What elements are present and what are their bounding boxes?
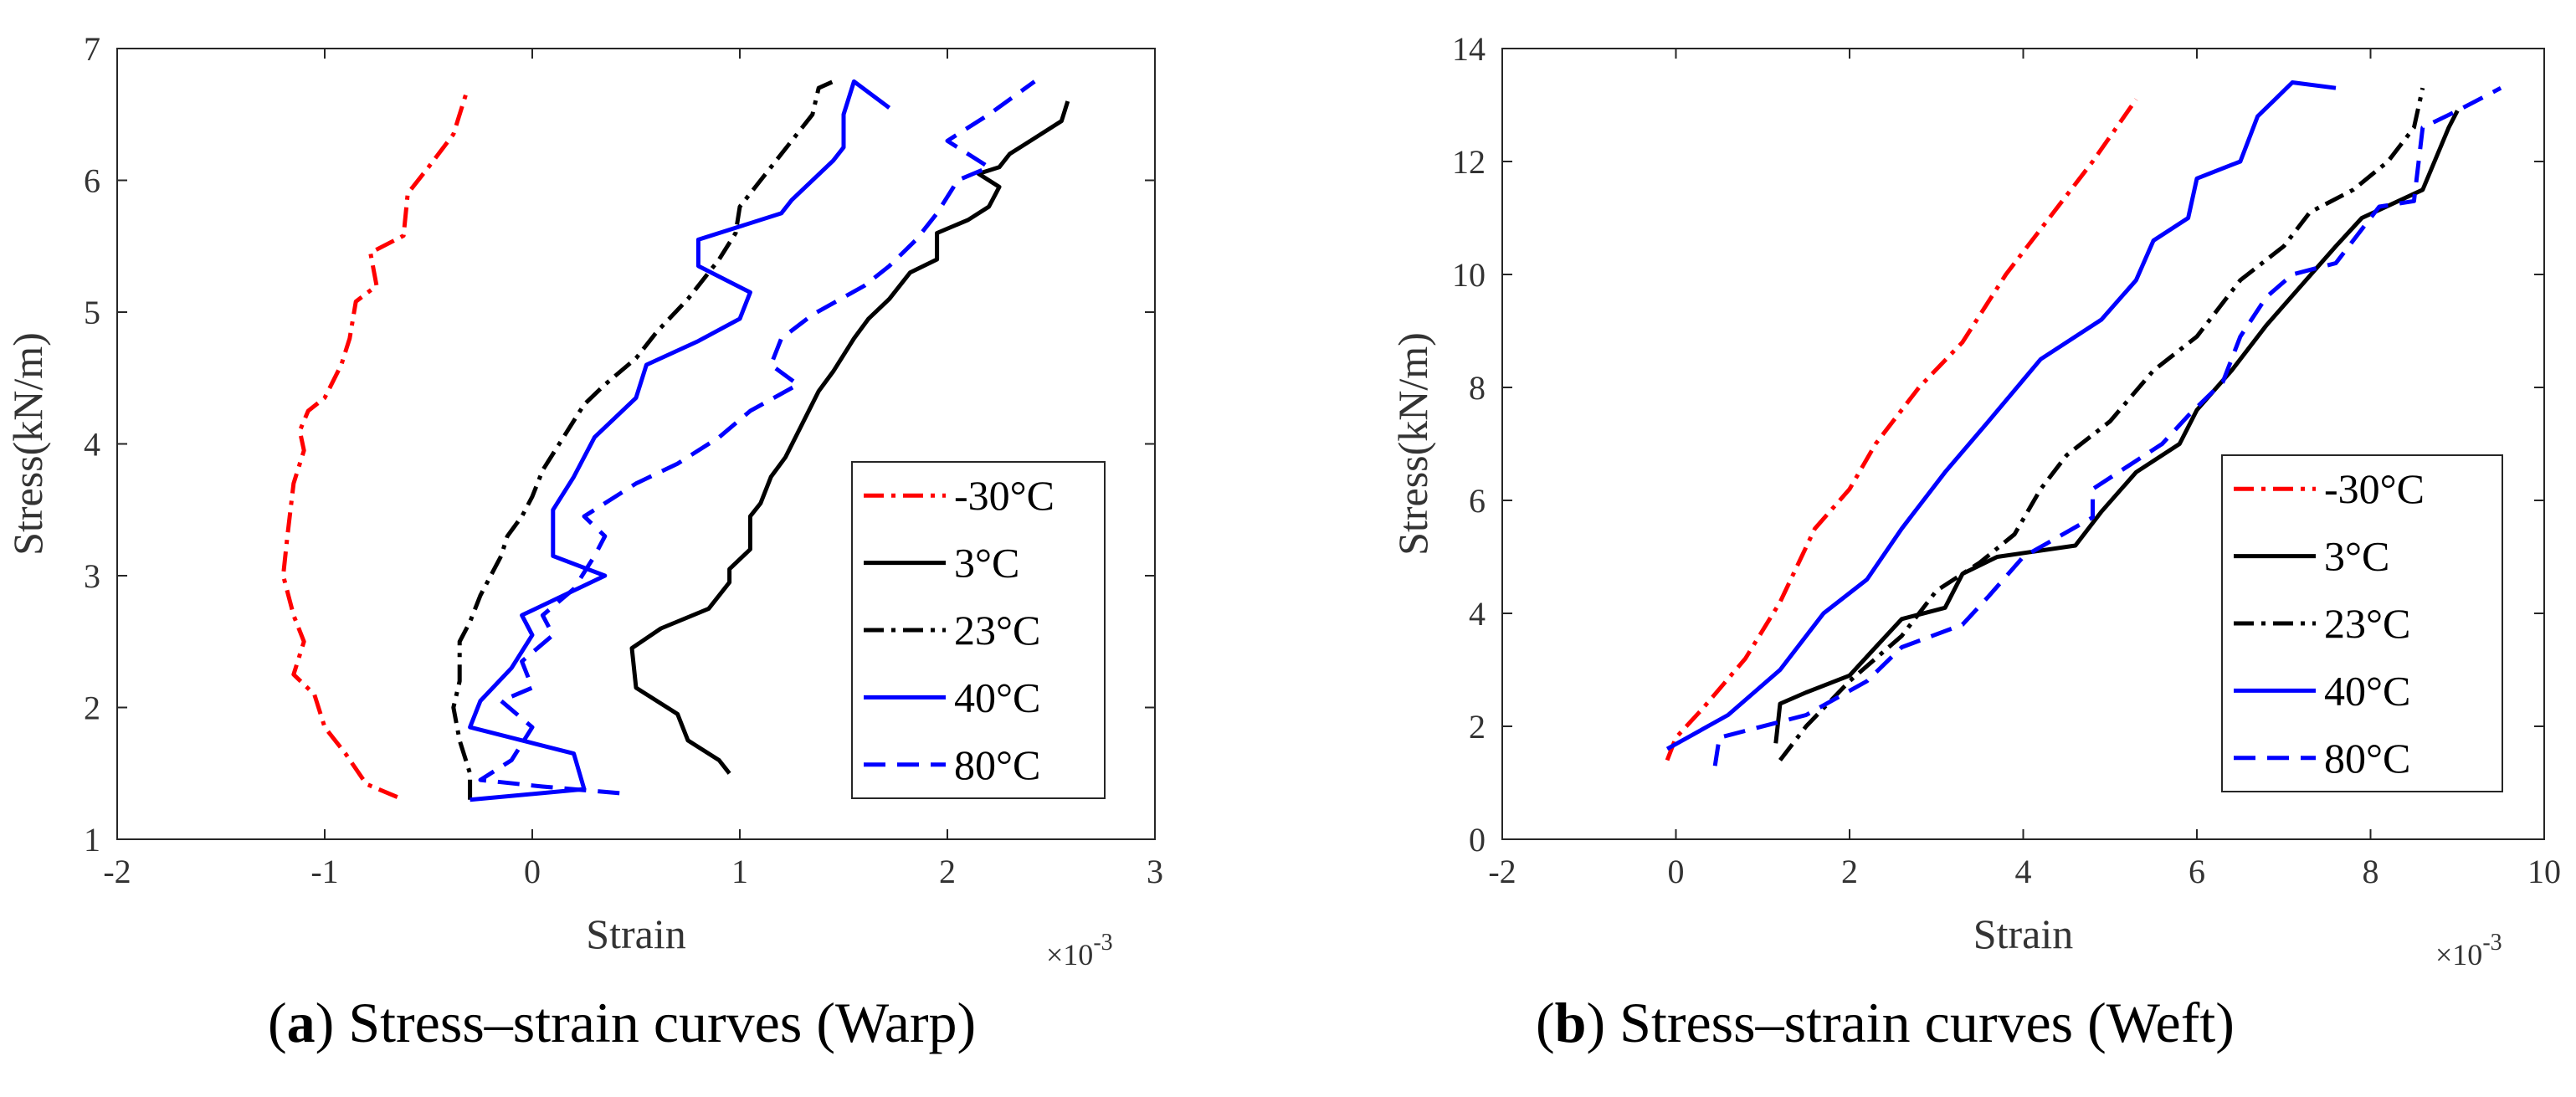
legend-label: 3°C: [954, 540, 1019, 587]
caption-letter: a: [287, 991, 316, 1054]
series-line: [1773, 110, 2460, 744]
y-tick-label: 3: [84, 557, 100, 595]
y-axis-title: Stress(kN/m): [4, 332, 51, 556]
panel-caption: (b) Stress–strain curves (Weft): [1536, 991, 2235, 1054]
x-exponent-power: -3: [1093, 930, 1112, 956]
caption-paren-open: (: [1536, 991, 1555, 1054]
y-tick-label: 2: [1469, 708, 1486, 746]
x-tick-label: 4: [2015, 853, 2032, 890]
legend-box: [2221, 454, 2503, 792]
caption-paren-open: (: [268, 991, 287, 1054]
legend-label: 80°C: [954, 741, 1040, 788]
y-tick-label: 6: [84, 162, 100, 200]
caption-text: Stress–strain curves (Warp): [348, 991, 976, 1054]
x-tick-label: 1: [731, 853, 748, 890]
x-exponent-power: -3: [2482, 930, 2502, 956]
y-tick-label: 6: [1469, 482, 1486, 520]
series-line: [451, 79, 834, 800]
y-tick-label: 4: [84, 426, 100, 464]
y-tick-label: 7: [84, 30, 100, 68]
x-tick-label: 0: [1668, 853, 1685, 890]
series-line: [468, 79, 891, 802]
y-tick-label: 10: [1452, 256, 1486, 294]
x-tick-label: -2: [103, 853, 131, 890]
x-exponent-label: ×10-3: [2435, 930, 2502, 971]
x-tick-label: 8: [2363, 853, 2379, 890]
legend-label: 23°C: [954, 607, 1040, 654]
legend-label: -30°C: [954, 472, 1055, 519]
x-axis-title: Strain: [1973, 910, 2073, 957]
panel-a: -2 -1 0 1 2 31234567StrainStress(kN/m)×10-3-3…: [4, 30, 1163, 1054]
y-tick-label: 8: [1469, 369, 1486, 407]
legend-label: 80°C: [2324, 735, 2410, 782]
x-tick-label: -1: [310, 853, 338, 890]
caption-text: Stress–strain curves (Weft): [1619, 991, 2235, 1054]
panel-caption: (a) Stress–strain curves (Warp): [268, 991, 976, 1054]
series-line: [1665, 80, 2337, 751]
series-line: [1778, 87, 2425, 762]
series-line: [280, 94, 468, 799]
legend-label: -30°C: [2324, 465, 2425, 512]
caption-paren-close: ): [1586, 991, 1619, 1054]
series-line: [1712, 85, 2502, 766]
y-tick-label: 0: [1469, 821, 1486, 859]
x-tick-label: 6: [2189, 853, 2205, 890]
caption-letter: b: [1555, 991, 1587, 1054]
x-tick-label: -2: [1488, 853, 1516, 890]
x-tick-label: 0: [524, 853, 541, 890]
y-tick-label: 2: [84, 689, 100, 727]
x-tick-label: 3: [1147, 853, 1163, 890]
x-tick-label: 2: [1841, 853, 1858, 890]
legend-label: 40°C: [954, 674, 1040, 720]
panel-b: -2 0 2 4 6 8 1002468101214StrainStress(kN/m)×1…: [1389, 30, 2561, 1054]
legend-label: 40°C: [2324, 667, 2410, 714]
y-tick-label: 12: [1452, 143, 1486, 181]
series-line: [478, 79, 1036, 796]
y-tick-label: 14: [1452, 30, 1486, 68]
y-tick-label: 4: [1469, 595, 1486, 633]
series-line: [629, 100, 1070, 775]
x-exponent-base: ×10: [2435, 938, 2482, 971]
x-exponent-label: ×10-3: [1046, 930, 1113, 971]
caption-paren-close: ): [316, 991, 349, 1054]
y-axis-title: Stress(kN/m): [1389, 332, 1436, 556]
x-tick-label: 2: [939, 853, 956, 890]
y-tick-label: 1: [84, 821, 100, 859]
y-tick-label: 5: [84, 294, 100, 331]
x-axis-title: Strain: [586, 910, 685, 957]
x-tick-label: 10: [2527, 853, 2561, 890]
series-line: [1665, 98, 2138, 761]
legend-label: 3°C: [2324, 533, 2389, 580]
legend-label: 23°C: [2324, 600, 2410, 647]
x-exponent-base: ×10: [1046, 938, 1093, 971]
